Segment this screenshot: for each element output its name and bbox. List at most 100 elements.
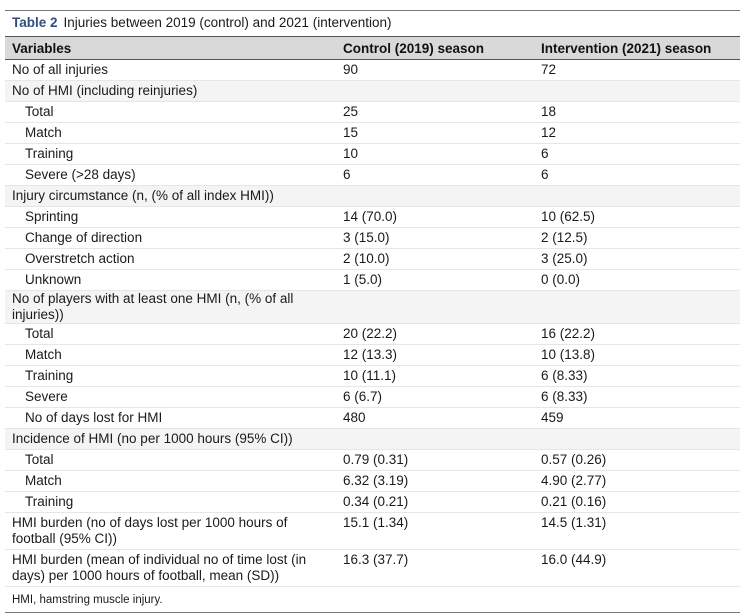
table-section-row: Injury circumstance (n, (% of all index … [5,185,740,207]
row-label: Overstretch action [5,248,336,270]
row-control-value: 20 (22.2) [336,323,534,345]
table-row: Severe (>28 days) 6 6 [5,164,740,186]
table-caption: Table 2 Injuries between 2019 (control) a… [5,10,740,36]
row-label: No of all injuries [5,59,336,81]
row-control-value [336,185,534,207]
row-intervention-value [534,185,740,207]
row-control-value: 2 (10.0) [336,248,534,270]
row-label: Unknown [5,269,336,291]
table-row: No of days lost for HMI 480 459 [5,407,740,429]
row-label: Total [5,323,336,345]
table-row: Change of direction 3 (15.0) 2 (12.5) [5,227,740,249]
row-label: Training [5,491,336,513]
row-control-value: 3 (15.0) [336,227,534,249]
row-intervention-value: 4.90 (2.77) [534,470,740,492]
row-intervention-value: 16.0 (44.9) [534,549,740,587]
header-intervention-season: Intervention (2021) season [534,36,740,60]
row-label: HMI burden (no of days lost per 1000 hou… [5,512,336,550]
section-label: No of HMI (including reinjuries) [5,80,336,102]
row-intervention-value: 3 (25.0) [534,248,740,270]
table-footnote-row: HMI, hamstring muscle injury. [5,586,740,613]
row-intervention-value: 16 (22.2) [534,323,740,345]
section-label: Injury circumstance (n, (% of all index … [5,185,336,207]
row-control-value [336,428,534,450]
row-control-value: 25 [336,101,534,123]
row-control-value: 1 (5.0) [336,269,534,291]
row-control-value: 15 [336,122,534,144]
row-intervention-value: 6 (8.33) [534,365,740,387]
row-intervention-value: 459 [534,407,740,429]
row-intervention-value [534,80,740,102]
row-control-value: 480 [336,407,534,429]
row-intervention-value: 12 [534,122,740,144]
table-footnote: HMI, hamstring muscle injury. [5,586,740,613]
table-row: Match 6.32 (3.19) 4.90 (2.77) [5,470,740,492]
table-row: Match 12 (13.3) 10 (13.8) [5,344,740,366]
row-control-value [336,290,534,324]
row-control-value: 0.79 (0.31) [336,449,534,471]
table-row: HMI burden (no of days lost per 1000 hou… [5,512,740,550]
row-label: Match [5,344,336,366]
row-control-value: 16.3 (37.7) [336,549,534,587]
row-control-value: 6 [336,164,534,186]
row-control-value: 0.34 (0.21) [336,491,534,513]
table-section-row: Incidence of HMI (no per 1000 hours (95%… [5,428,740,450]
row-intervention-value: 10 (13.8) [534,344,740,366]
row-control-value: 6 (6.7) [336,386,534,408]
table-row: Unknown 1 (5.0) 0 (0.0) [5,269,740,291]
row-label: Training [5,143,336,165]
table-row: Total 0.79 (0.31) 0.57 (0.26) [5,449,740,471]
row-intervention-value: 0.21 (0.16) [534,491,740,513]
row-control-value: 10 (11.1) [336,365,534,387]
row-intervention-value: 10 (62.5) [534,206,740,228]
row-label: Training [5,365,336,387]
row-label: Severe [5,386,336,408]
row-label: Total [5,449,336,471]
row-intervention-value: 2 (12.5) [534,227,740,249]
row-intervention-value: 0 (0.0) [534,269,740,291]
table-row: Training 0.34 (0.21) 0.21 (0.16) [5,491,740,513]
row-control-value: 6.32 (3.19) [336,470,534,492]
row-label: HMI burden (mean of individual no of tim… [5,549,336,587]
table-row: Match 15 12 [5,122,740,144]
row-control-value [336,80,534,102]
row-label: Change of direction [5,227,336,249]
table-number: Table 2 [12,15,58,30]
header-control-season: Control (2019) season [336,36,534,60]
row-label: Severe (>28 days) [5,164,336,186]
table-row: Sprinting 14 (70.0) 10 (62.5) [5,206,740,228]
table-section-row: No of HMI (including reinjuries) [5,80,740,102]
table-row: Training 10 6 [5,143,740,165]
row-control-value: 14 (70.0) [336,206,534,228]
section-label: No of players with at least one HMI (n, … [5,290,336,324]
row-label: Sprinting [5,206,336,228]
table-row: HMI burden (mean of individual no of tim… [5,549,740,587]
table-row: Overstretch action 2 (10.0) 3 (25.0) [5,248,740,270]
row-label: No of days lost for HMI [5,407,336,429]
table-section-row: No of players with at least one HMI (n, … [5,290,740,324]
row-label: Total [5,101,336,123]
table-row: Training 10 (11.1) 6 (8.33) [5,365,740,387]
table-header-row: Variables Control (2019) season Interven… [5,36,740,60]
header-variables: Variables [5,36,336,60]
row-control-value: 15.1 (1.34) [336,512,534,550]
row-control-value: 10 [336,143,534,165]
table-title: Injuries between 2019 (control) and 2021… [63,15,392,30]
table-row: Total 20 (22.2) 16 (22.2) [5,323,740,345]
row-intervention-value: 6 (8.33) [534,386,740,408]
table-row: No of all injuries 90 72 [5,59,740,81]
row-intervention-value [534,428,740,450]
section-label: Incidence of HMI (no per 1000 hours (95%… [5,428,336,450]
row-label: Match [5,470,336,492]
row-intervention-value: 18 [534,101,740,123]
row-intervention-value: 0.57 (0.26) [534,449,740,471]
row-intervention-value: 6 [534,143,740,165]
row-control-value: 12 (13.3) [336,344,534,366]
row-intervention-value [534,290,740,324]
injury-table: Variables Control (2019) season Interven… [5,36,740,613]
row-label: Match [5,122,336,144]
row-intervention-value: 6 [534,164,740,186]
row-intervention-value: 14.5 (1.31) [534,512,740,550]
row-intervention-value: 72 [534,59,740,81]
table-row: Severe 6 (6.7) 6 (8.33) [5,386,740,408]
